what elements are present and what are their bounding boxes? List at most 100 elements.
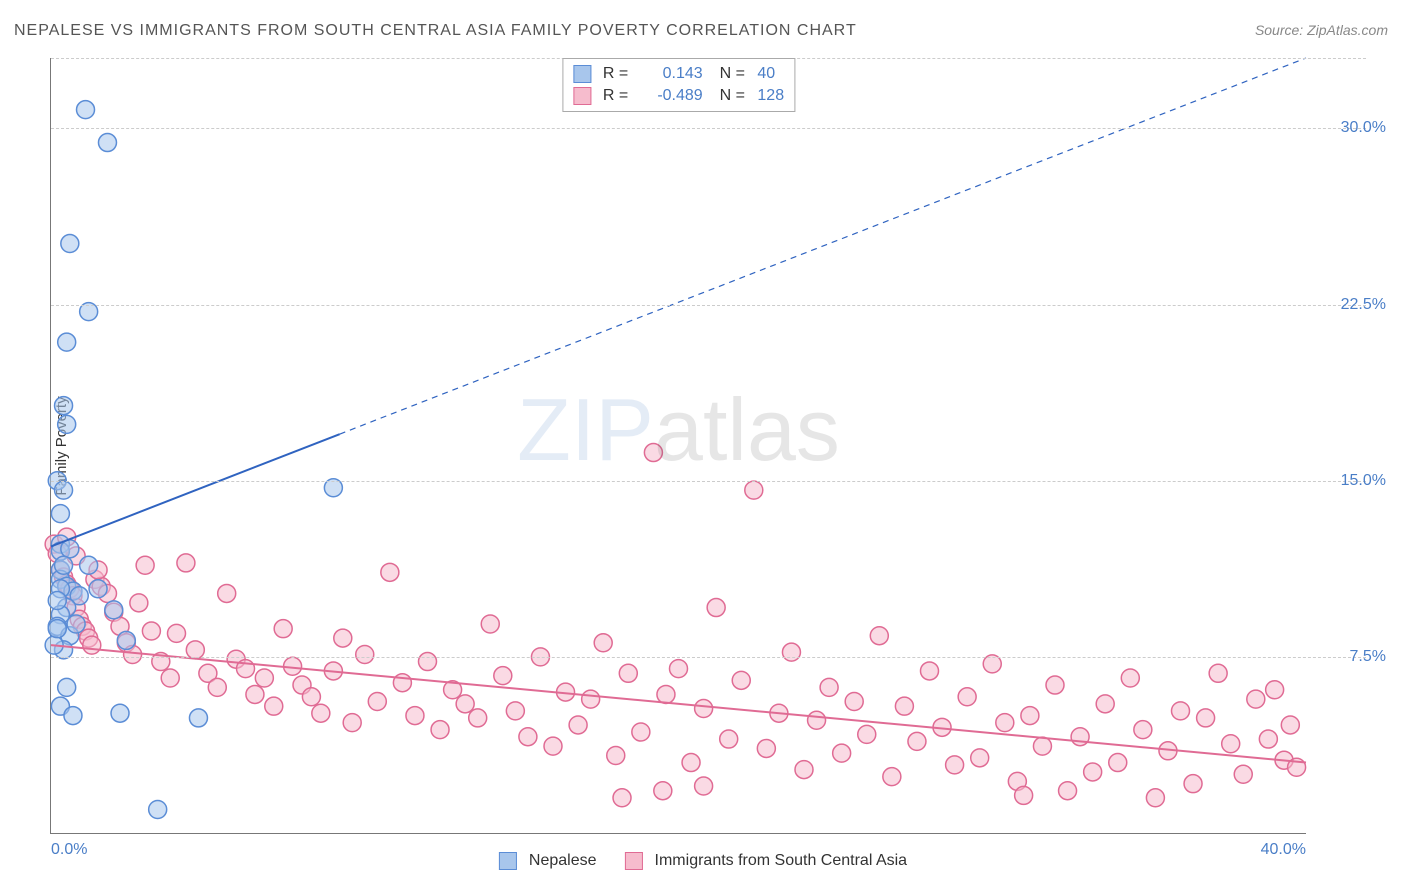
data-point xyxy=(48,620,66,638)
gridline xyxy=(51,128,1366,129)
data-point xyxy=(695,700,713,718)
data-point xyxy=(61,235,79,253)
data-point xyxy=(582,690,600,708)
data-point xyxy=(1059,782,1077,800)
data-point xyxy=(1172,702,1190,720)
data-point xyxy=(130,594,148,612)
data-point xyxy=(161,669,179,687)
data-point xyxy=(795,761,813,779)
data-point xyxy=(117,631,135,649)
y-tick-label: 15.0% xyxy=(1341,472,1386,490)
data-point xyxy=(255,669,273,687)
data-point xyxy=(858,725,876,743)
data-point xyxy=(1046,676,1064,694)
legend-r-value: -0.489 xyxy=(641,85,703,107)
legend-n-label: N = xyxy=(711,85,750,107)
data-point xyxy=(48,592,66,610)
data-point xyxy=(246,685,264,703)
data-point xyxy=(343,714,361,732)
data-point xyxy=(632,723,650,741)
data-point xyxy=(208,678,226,696)
data-point xyxy=(1015,786,1033,804)
data-point xyxy=(393,674,411,692)
y-tick-label: 7.5% xyxy=(1350,648,1386,666)
y-tick-label: 30.0% xyxy=(1341,119,1386,137)
data-point xyxy=(456,695,474,713)
data-point xyxy=(368,692,386,710)
data-point xyxy=(494,667,512,685)
data-point xyxy=(469,709,487,727)
data-point xyxy=(1209,664,1227,682)
data-point xyxy=(51,505,69,523)
correlation-legend: R = 0.143 N = 40R = -0.489 N = 128 xyxy=(562,58,795,112)
data-point xyxy=(55,397,73,415)
data-point xyxy=(1121,669,1139,687)
legend-n-value: 40 xyxy=(757,63,775,85)
data-point xyxy=(607,747,625,765)
data-point xyxy=(98,134,116,152)
data-point xyxy=(334,629,352,647)
data-point xyxy=(111,704,129,722)
data-point xyxy=(996,714,1014,732)
data-point xyxy=(1109,754,1127,772)
data-point xyxy=(149,801,167,819)
data-point xyxy=(569,716,587,734)
legend-swatch xyxy=(573,65,591,83)
data-point xyxy=(845,692,863,710)
data-point xyxy=(55,556,73,574)
legend-label: Nepalese xyxy=(529,852,597,870)
data-point xyxy=(265,697,283,715)
y-tick-label: 22.5% xyxy=(1341,296,1386,314)
data-point xyxy=(707,599,725,617)
legend-r-label: R = xyxy=(603,63,633,85)
x-tick-label: 0.0% xyxy=(51,841,87,859)
gridline xyxy=(51,657,1366,658)
data-point xyxy=(302,688,320,706)
series-legend: Nepalese Immigrants from South Central As… xyxy=(499,852,907,870)
data-point xyxy=(406,707,424,725)
data-point xyxy=(189,709,207,727)
legend-swatch xyxy=(625,852,643,870)
data-point xyxy=(1281,716,1299,734)
legend-item: Immigrants from South Central Asia xyxy=(625,852,908,870)
data-point xyxy=(136,556,154,574)
data-point xyxy=(732,671,750,689)
x-tick-label: 40.0% xyxy=(1261,841,1306,859)
data-point xyxy=(481,615,499,633)
data-point xyxy=(356,646,374,664)
data-point xyxy=(519,728,537,746)
data-point xyxy=(1184,775,1202,793)
data-point xyxy=(657,685,675,703)
data-point xyxy=(820,678,838,696)
legend-n-value: 128 xyxy=(757,85,784,107)
data-point xyxy=(1247,690,1265,708)
data-point xyxy=(419,653,437,671)
data-point xyxy=(67,615,85,633)
source-label: Source: ZipAtlas.com xyxy=(1255,22,1388,38)
data-point xyxy=(55,481,73,499)
data-point xyxy=(431,721,449,739)
data-point xyxy=(654,782,672,800)
data-point xyxy=(1021,707,1039,725)
data-point xyxy=(381,563,399,581)
data-point xyxy=(1134,721,1152,739)
data-point xyxy=(745,481,763,499)
data-point xyxy=(544,737,562,755)
data-point xyxy=(1096,695,1114,713)
data-point xyxy=(1259,730,1277,748)
data-point xyxy=(883,768,901,786)
data-point xyxy=(1234,765,1252,783)
data-point xyxy=(921,662,939,680)
data-point xyxy=(644,444,662,462)
data-point xyxy=(83,636,101,654)
data-point xyxy=(218,584,236,602)
data-point xyxy=(177,554,195,572)
legend-n-label: N = xyxy=(711,63,750,85)
legend-swatch xyxy=(573,87,591,105)
data-point xyxy=(58,678,76,696)
gridline xyxy=(51,305,1366,306)
data-point xyxy=(971,749,989,767)
data-point xyxy=(105,601,123,619)
data-point xyxy=(720,730,738,748)
data-point xyxy=(757,739,775,757)
